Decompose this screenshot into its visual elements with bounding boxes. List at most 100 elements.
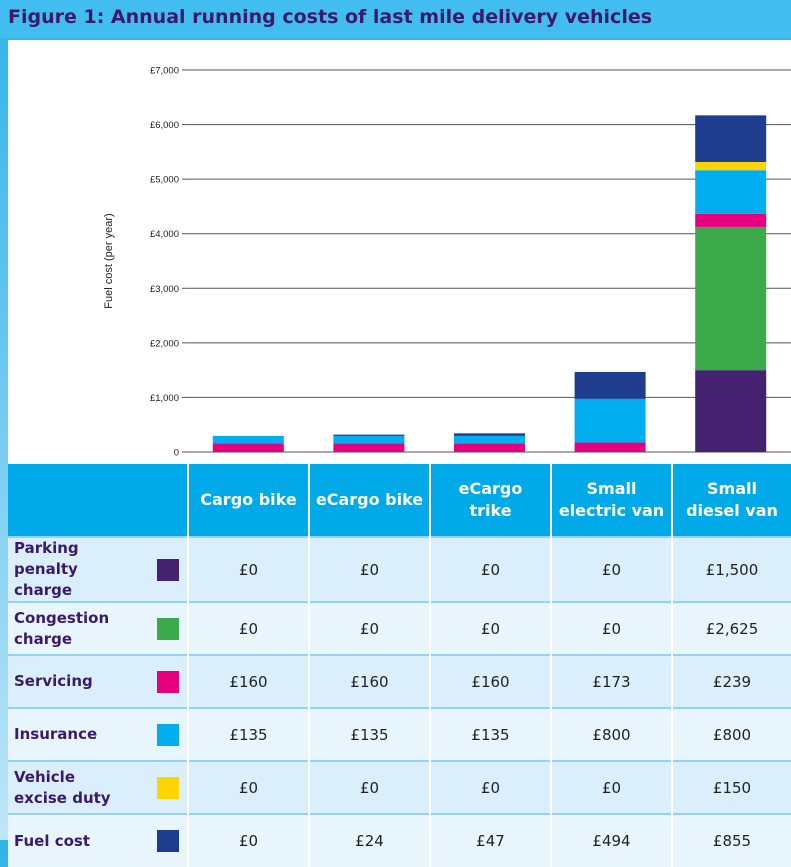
- value-cell: £0: [429, 536, 551, 602]
- legend-swatch: [157, 830, 179, 852]
- value-cell: £0: [187, 601, 309, 655]
- value-cell: £135: [429, 707, 551, 761]
- bar-segment: [695, 162, 767, 171]
- value-cell: £135: [308, 707, 430, 761]
- y-tick-label: £6,000: [150, 120, 179, 131]
- row-label-cell: Servicing: [8, 654, 188, 708]
- row-label-cell: Fuel cost: [8, 813, 188, 867]
- row-label: Vehicle excise duty: [14, 767, 111, 807]
- column-header-text: eCargo: [458, 479, 523, 498]
- bar-segment: [212, 443, 284, 452]
- bar-segment: [212, 435, 284, 444]
- bar-segment: [695, 213, 767, 227]
- value-cell: £239: [671, 654, 791, 708]
- value-cell: £1,500: [671, 536, 791, 602]
- y-tick-label: £3,000: [150, 284, 179, 295]
- value-cell: £0: [308, 760, 430, 814]
- data-table-wrap: Cargo bike eCargo bike eCargo trike Small ele…: [8, 464, 791, 867]
- value-cell: £855: [671, 813, 791, 867]
- bar-segment: [333, 435, 405, 444]
- row-label-cell: Parking penalty charge: [8, 536, 188, 602]
- y-tick-label: £5,000: [150, 175, 179, 186]
- column-header-text: Small: [707, 479, 757, 498]
- table-header-row: Cargo bike eCargo bike eCargo trike Small ele…: [8, 464, 791, 537]
- value-cell: £800: [550, 707, 672, 761]
- table-row: Servicing £160 £160 £160 £173 £239: [8, 654, 791, 708]
- column-header-text: trike: [469, 501, 512, 520]
- value-cell: £150: [671, 760, 791, 814]
- row-label-cell: Congestion charge: [8, 601, 188, 655]
- column-header-text: eCargo bike: [315, 490, 424, 509]
- y-tick-label: £2,000: [150, 338, 179, 349]
- bar-segment: [574, 371, 646, 399]
- column-header-text: Cargo bike: [200, 490, 297, 509]
- table-row: Vehicle excise duty £0 £0 £0 £0 £150: [8, 760, 791, 814]
- bar-segment: [454, 443, 525, 452]
- column-header: Small diesel van: [671, 464, 791, 537]
- bar-segment: [574, 398, 646, 443]
- table-row: Fuel cost £0 £24 £47 £494 £855: [8, 813, 791, 867]
- value-cell: £0: [187, 760, 309, 814]
- y-tick-label: £7,000: [150, 66, 179, 77]
- data-table: Cargo bike eCargo bike eCargo trike Small ele…: [8, 464, 791, 867]
- y-tick-label: £4,000: [150, 229, 179, 240]
- value-cell: £0: [550, 760, 672, 814]
- column-header-text: electric van: [558, 501, 665, 520]
- column-header-text: Small: [586, 479, 637, 498]
- y-axis-label: Fuel cost (per year): [103, 213, 115, 308]
- table-row: Congestion charge £0 £0 £0 £0 £2,625: [8, 601, 791, 655]
- row-label: Congestion charge: [14, 608, 110, 648]
- row-label: Servicing: [14, 672, 93, 690]
- value-cell: £0: [550, 601, 672, 655]
- bar-segment: [333, 434, 405, 436]
- value-cell: £0: [308, 536, 430, 602]
- value-cell: £0: [550, 536, 672, 602]
- value-cell: £0: [308, 601, 430, 655]
- value-cell: £0: [429, 760, 551, 814]
- table-row: Parking penalty charge £0 £0 £0 £0 £1,500: [8, 536, 791, 602]
- column-header: Cargo bike: [187, 464, 309, 537]
- row-label: Fuel cost: [14, 831, 91, 850]
- value-cell: £494: [550, 813, 672, 867]
- value-cell: £0: [187, 813, 309, 867]
- legend-swatch: [157, 558, 179, 581]
- value-cell: £24: [308, 813, 430, 867]
- figure-title: Figure 1: Annual running costs of last m…: [8, 6, 653, 28]
- bar-segment: [574, 442, 646, 452]
- table-row: Insurance £135 £135 £135 £800 £800: [8, 707, 791, 761]
- table-body: Parking penalty charge £0 £0 £0 £0 £1,500 Conge…: [8, 536, 791, 867]
- legend-swatch: [157, 617, 179, 640]
- legend-swatch: [157, 670, 179, 693]
- stacked-bar-chart: 0 £1,000 £2,000 £3,000 £4,000 £5,000 £6,000 £7,…: [103, 66, 791, 459]
- column-header-text: diesel van: [686, 501, 778, 520]
- value-cell: £0: [187, 536, 309, 602]
- bar-segment: [454, 433, 525, 436]
- chart-panel: 0 £1,000 £2,000 £3,000 £4,000 £5,000 £6,000 £7,…: [8, 40, 791, 464]
- bar-segment: [695, 115, 767, 163]
- column-header: eCargo trike: [429, 464, 551, 537]
- y-tick-label: £1,000: [150, 393, 179, 404]
- value-cell: £160: [429, 654, 551, 708]
- title-bar: Figure 1: Annual running costs of last m…: [0, 0, 791, 38]
- value-cell: £135: [187, 707, 309, 761]
- table-corner-cell: [8, 464, 188, 537]
- value-cell: £173: [550, 654, 672, 708]
- legend-swatch: [157, 723, 179, 746]
- bar-segment: [695, 226, 767, 371]
- value-cell: £47: [429, 813, 551, 867]
- value-cell: £160: [187, 654, 309, 708]
- y-tick-label: 0: [174, 448, 179, 459]
- legend-swatch: [157, 776, 179, 799]
- value-cell: £800: [671, 707, 791, 761]
- bar-segment: [695, 170, 767, 214]
- row-label: Insurance: [14, 725, 98, 743]
- bar-segment: [695, 370, 767, 452]
- value-cell: £2,625: [671, 601, 791, 655]
- row-label: Parking penalty charge: [14, 539, 79, 599]
- row-label-cell: Vehicle excise duty: [8, 760, 188, 814]
- value-cell: £0: [429, 601, 551, 655]
- column-header: eCargo bike: [308, 464, 430, 537]
- value-cell: £160: [308, 654, 430, 708]
- bar-segment: [333, 443, 405, 452]
- column-header: Small electric van: [550, 464, 672, 537]
